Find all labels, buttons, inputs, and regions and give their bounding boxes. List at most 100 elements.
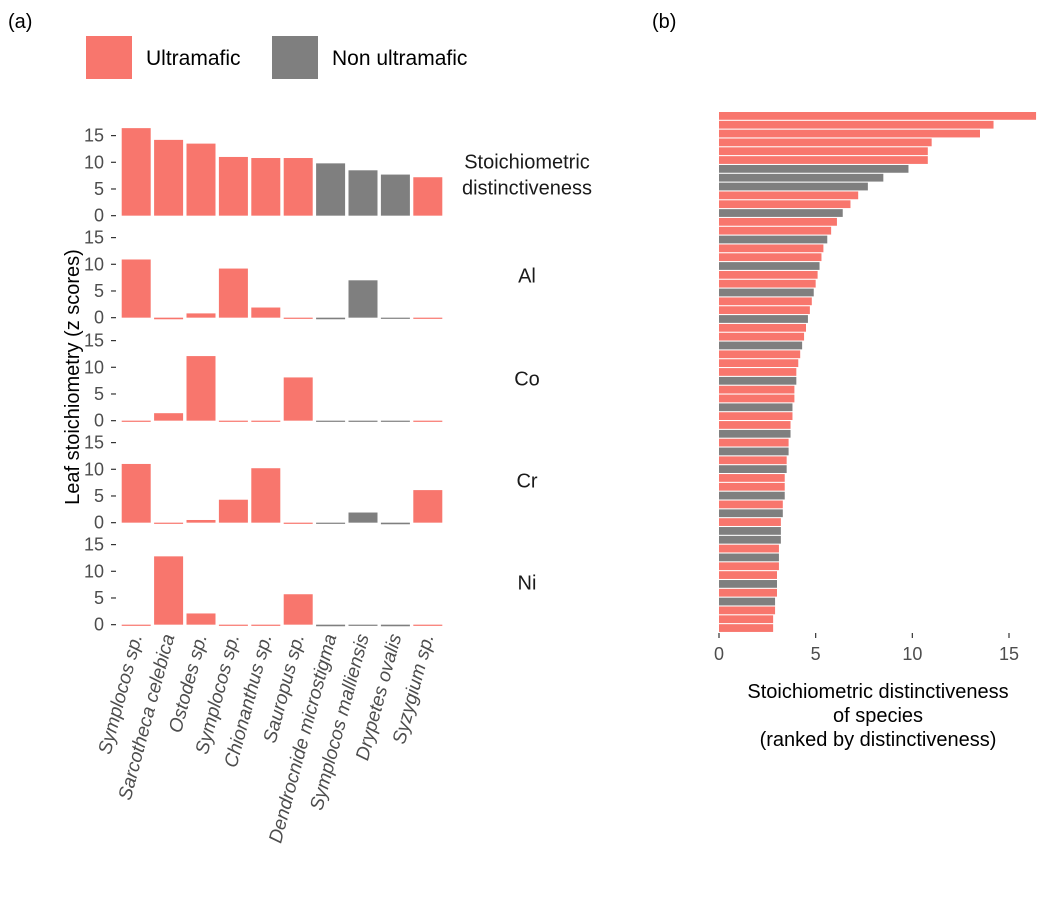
ranked-bar <box>719 262 820 270</box>
y-tick-label: 5 <box>94 384 104 404</box>
ranked-bar <box>719 226 832 235</box>
x-tick-label: 0 <box>714 644 724 664</box>
bar <box>283 522 313 524</box>
ranked-bar <box>719 482 785 491</box>
ranked-bar <box>719 182 868 191</box>
ranked-bar <box>719 535 781 544</box>
ranked-bar <box>719 200 851 209</box>
bar <box>251 624 281 626</box>
facet-label: Stoichiometric distinctiveness <box>462 152 592 200</box>
ranked-bar <box>719 279 816 288</box>
ranked-bar <box>719 385 795 394</box>
bar <box>348 420 378 422</box>
x-tick-label: 15 <box>999 644 1019 664</box>
ranked-bar <box>719 394 795 403</box>
ranked-bar <box>719 217 837 226</box>
y-tick-label: 10 <box>84 152 104 172</box>
x-tick-label: 10 <box>902 644 922 664</box>
bar <box>154 317 184 320</box>
bar <box>121 259 151 318</box>
bar <box>186 519 216 523</box>
ranked-bar <box>719 562 779 571</box>
ranked-bar <box>719 412 793 421</box>
ranked-bar <box>719 112 1037 120</box>
ranked-bar <box>719 244 824 253</box>
ranked-bar <box>719 491 785 500</box>
bar <box>380 624 410 627</box>
ranked-bar <box>719 465 787 473</box>
y-tick-label: 0 <box>94 411 104 431</box>
bar <box>413 624 443 626</box>
ranked-bar <box>719 209 843 217</box>
ranked-bar <box>719 597 776 606</box>
ranked-bar <box>719 376 797 385</box>
ranked-bar <box>719 518 781 526</box>
ranked-bar <box>719 120 994 129</box>
bar <box>413 177 443 216</box>
bar <box>186 613 216 625</box>
y-tick-label: 5 <box>94 281 104 301</box>
facet-label: Cr <box>516 471 537 493</box>
y-tick-label: 15 <box>84 126 104 146</box>
bar <box>154 413 184 421</box>
legend-key-non-ultramafic <box>272 36 318 79</box>
bar <box>348 624 378 626</box>
y-tick-label: 0 <box>94 206 104 226</box>
ranked-bar <box>719 138 932 147</box>
ranked-bar <box>719 253 822 262</box>
y-tick-label: 5 <box>94 486 104 506</box>
ranked-bar <box>719 553 779 562</box>
bar <box>283 594 313 625</box>
y-tick-label: 15 <box>84 331 104 351</box>
y-axis-label-a: Leaf stoichiometry (z scores) <box>62 249 84 505</box>
ranked-bar <box>719 571 777 579</box>
bar <box>154 522 184 524</box>
bar <box>380 522 410 525</box>
ranked-bar <box>719 588 777 597</box>
bar <box>316 163 346 216</box>
ranked-bar <box>719 474 785 482</box>
ranked-bar <box>719 341 803 350</box>
ranked-bar <box>719 156 928 164</box>
bar <box>251 468 281 523</box>
bar <box>218 156 248 216</box>
ranked-bar <box>719 306 810 315</box>
bar <box>316 420 346 422</box>
panel-b-x-axis: 0 5 10 15 <box>714 633 1019 664</box>
ranked-bar <box>719 359 799 368</box>
bar <box>348 512 378 523</box>
bar <box>316 317 346 320</box>
ranked-bar <box>719 509 783 518</box>
panel-b-bars <box>719 112 1037 632</box>
ranked-bar <box>719 297 812 306</box>
ranked-bar <box>719 615 774 624</box>
bar <box>186 313 216 318</box>
bar <box>283 317 313 319</box>
bar <box>251 158 281 216</box>
panel-label-b: (b) <box>652 11 676 33</box>
ranked-bar <box>719 173 884 182</box>
ranked-bar <box>719 456 787 465</box>
bar <box>121 420 151 422</box>
y-tick-label: 0 <box>94 615 104 635</box>
ranked-bar <box>719 429 791 438</box>
bar <box>121 463 151 523</box>
bar <box>186 143 216 216</box>
legend-label-non-ultramafic: Non ultramafic <box>332 47 467 70</box>
bar <box>218 624 248 626</box>
legend-key-ultramafic <box>86 36 132 79</box>
ranked-bar <box>719 164 909 173</box>
panel-label-a: (a) <box>8 11 32 33</box>
ranked-bar <box>719 288 814 297</box>
facet-label: Co <box>514 369 540 391</box>
ranked-bar <box>719 235 828 244</box>
y-tick-label: 5 <box>94 588 104 608</box>
bar <box>380 174 410 216</box>
bar <box>348 170 378 216</box>
ranked-bar <box>719 544 779 553</box>
ranked-bar <box>719 368 797 376</box>
bar <box>121 128 151 216</box>
bar <box>154 556 184 625</box>
y-tick-label: 10 <box>84 561 104 581</box>
